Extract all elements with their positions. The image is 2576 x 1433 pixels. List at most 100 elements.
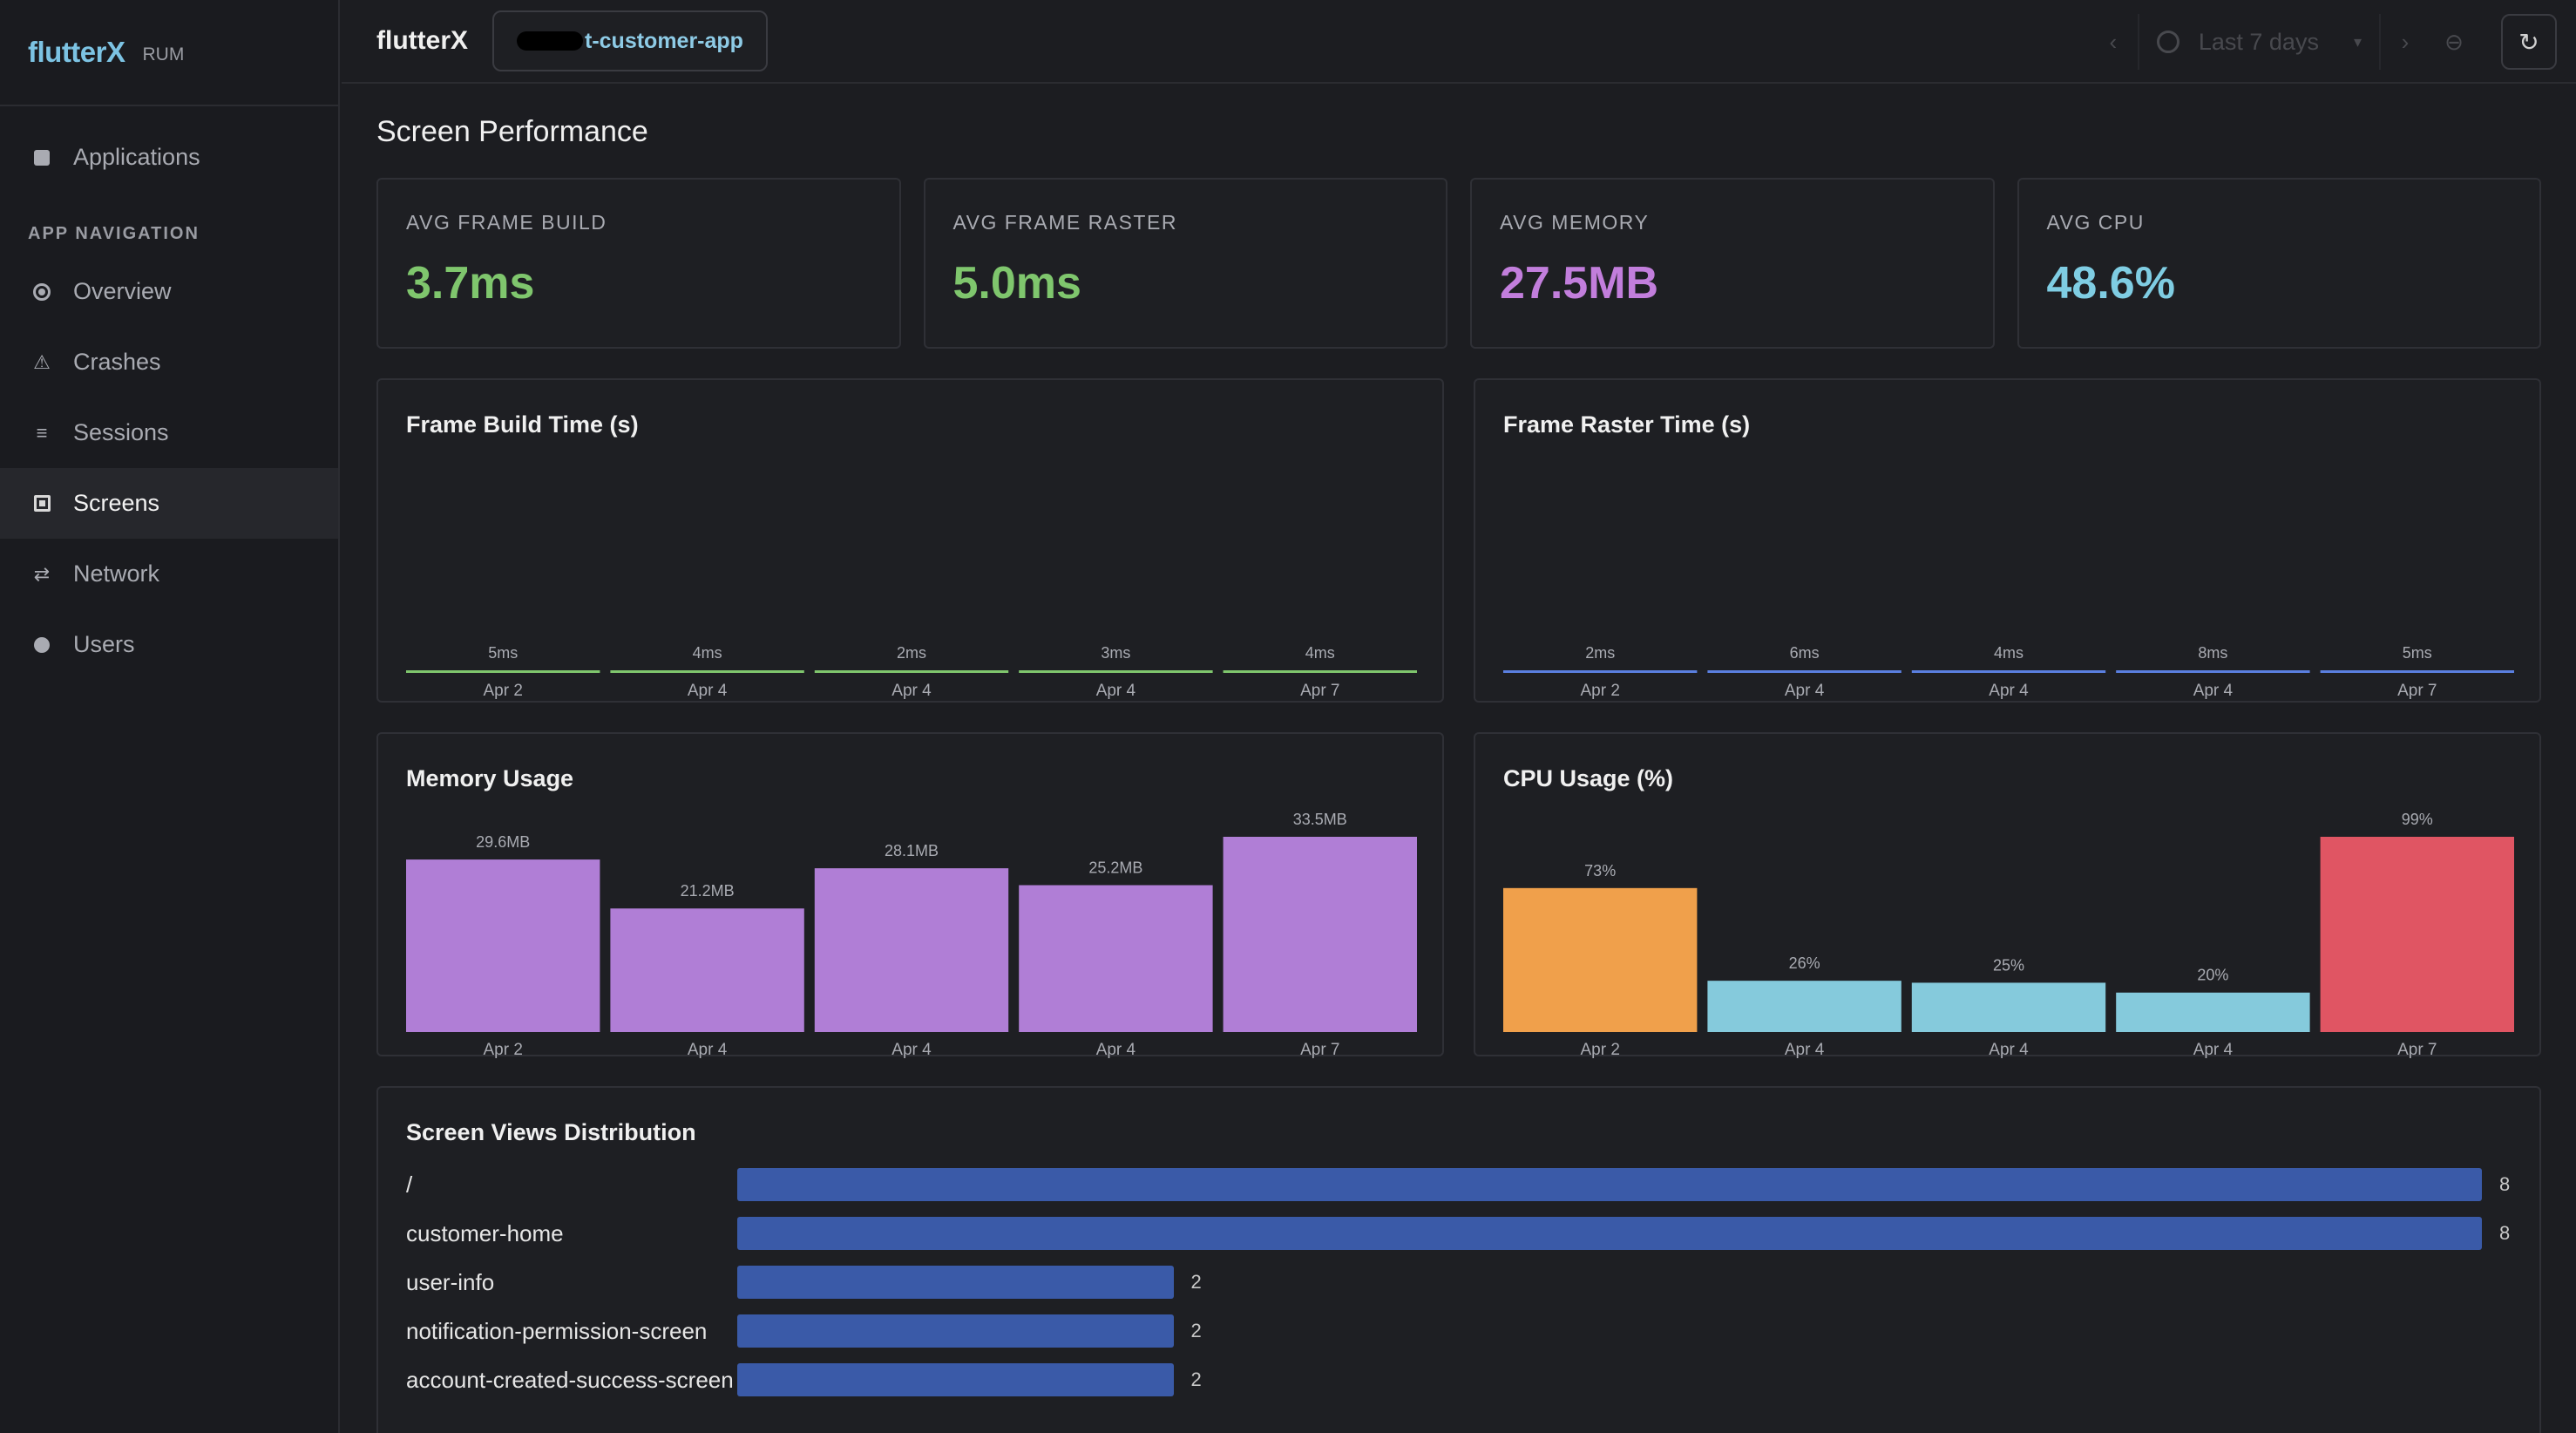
bar[interactable] — [1223, 837, 1417, 1032]
header-title: flutterX — [376, 26, 468, 55]
bar[interactable] — [406, 670, 600, 673]
bar-value-label: 99% — [2402, 811, 2433, 828]
screen-name: account-created-success-screen — [406, 1367, 734, 1393]
bar[interactable] — [2320, 670, 2514, 673]
chart-title: Frame Raster Time (s) — [1503, 411, 1751, 438]
sidebar-item-users[interactable]: Users — [0, 609, 338, 680]
chevron-left-icon[interactable]: ‹ — [2109, 28, 2118, 55]
memory-usage-chart-svg: 29.6MB Apr 2 21.2MB Apr 4 28.1MB Apr 4 25.2MB A… — [406, 811, 1417, 1058]
bar-value-label: 4ms — [693, 644, 722, 662]
x-tick-label: Apr 2 — [1580, 1041, 1619, 1058]
chevron-right-icon[interactable]: › — [2401, 28, 2410, 55]
distribution-row[interactable]: user-info 2 — [406, 1266, 2512, 1299]
bar[interactable] — [1503, 887, 1698, 1032]
kpi-value: 5.0ms — [952, 258, 1081, 309]
arrows-icon: ⇄ — [33, 562, 51, 585]
bar-value-label: 4ms — [1305, 644, 1335, 662]
bar-value-label: 28.1MB — [885, 842, 939, 859]
bar-value-label: 8ms — [2198, 644, 2227, 662]
bar-track: 2 — [737, 1363, 2482, 1396]
x-tick-label: Apr 7 — [1300, 1041, 1339, 1058]
distribution-row[interactable]: account-created-success-screen 2 — [406, 1363, 2512, 1396]
brand-logo[interactable]: flutterX — [28, 36, 125, 68]
screen-name: user-info — [406, 1269, 495, 1295]
bar[interactable] — [1503, 670, 1698, 673]
sidebar-item-applications[interactable]: Applications — [0, 122, 338, 193]
bar-track: 2 — [737, 1314, 2482, 1348]
bar-value-label: 20% — [2197, 967, 2228, 984]
sidebar: flutterX RUM Applications APP NAVIGATION… — [0, 0, 340, 1433]
screen-name: notification-permission-screen — [406, 1318, 708, 1344]
screen-name: customer-home — [406, 1220, 564, 1246]
chevron-down-icon: ▾ — [2353, 32, 2362, 51]
bar[interactable] — [1019, 670, 1213, 673]
bar-value-label: 25.2MB — [1088, 859, 1142, 876]
kpi-value: 27.5MB — [1500, 258, 1659, 309]
sidebar-item-crashes[interactable]: ⚠ Crashes — [0, 327, 338, 397]
bar-track: 8 — [737, 1168, 2510, 1201]
bar[interactable] — [737, 1168, 2482, 1201]
bar[interactable] — [2320, 837, 2514, 1032]
kpi-row: AVG FRAME BUILD 3.7ms AVG FRAME RASTER 5… — [376, 178, 2541, 349]
memory-usage-chart: Memory Usage 29.6MB Apr 2 21.2MB Apr 4 28.1M… — [376, 732, 1444, 1058]
sidebar-item-network[interactable]: ⇄ Network — [0, 539, 338, 609]
x-tick-label: Apr 4 — [1785, 682, 1825, 700]
distribution-row[interactable]: /8 — [406, 1168, 2512, 1201]
sidebar-item-label: Crashes — [73, 349, 161, 375]
bar-value-label: 26% — [1789, 954, 1820, 972]
bar[interactable] — [737, 1363, 1174, 1396]
x-tick-label: Apr 2 — [1580, 682, 1619, 700]
app-square-icon — [31, 147, 52, 168]
bar[interactable] — [737, 1266, 1174, 1299]
view-count: 2 — [1190, 1320, 1202, 1341]
sidebar-item-screens[interactable]: Screens — [0, 468, 338, 539]
brand: flutterX RUM — [0, 0, 338, 106]
main-content: Screen Performance AVG FRAME BUILD 3.7ms… — [342, 85, 2576, 1433]
refresh-wrap: ↻ — [2501, 14, 2557, 70]
kpi-label: AVG CPU — [2046, 211, 2145, 234]
frame-raster-chart-svg: 2ms Apr 2 6ms Apr 4 4ms Apr 4 8ms Apr 4 5ms Apr 7 — [1503, 644, 2514, 700]
x-tick-label: Apr 4 — [1989, 1041, 2029, 1058]
bar[interactable] — [610, 670, 804, 673]
bar[interactable] — [2116, 670, 2310, 673]
app-selector[interactable]: t-customer-app — [492, 10, 768, 71]
brand-badge: RUM — [142, 44, 185, 65]
bar[interactable] — [814, 868, 1009, 1032]
frame-build-chart-svg: 5ms Apr 2 4ms Apr 4 2ms Apr 4 3ms Apr 4 4ms Apr 7 — [406, 644, 1417, 700]
bar[interactable] — [2116, 992, 2310, 1032]
bar[interactable] — [737, 1217, 2482, 1250]
distribution-row[interactable]: customer-home 8 — [406, 1217, 2512, 1250]
sidebar-item-sessions[interactable]: ≡ Sessions — [0, 397, 338, 468]
kpi-card-cpu: AVG CPU 48.6% — [2017, 178, 2541, 349]
distribution-row[interactable]: notification-permission-screen 2 — [406, 1314, 2512, 1348]
sidebar-item-label: Network — [73, 560, 160, 587]
bar[interactable] — [1911, 670, 2106, 673]
x-tick-label: Apr 2 — [483, 682, 522, 700]
time-range-select[interactable]: Last 7 days ▾ — [2137, 14, 2381, 70]
x-tick-label: Apr 4 — [1785, 1041, 1825, 1058]
bar[interactable] — [737, 1314, 1174, 1348]
view-count: 8 — [2499, 1222, 2511, 1244]
bar[interactable] — [610, 908, 804, 1032]
zoom-out-icon[interactable]: ⊖ — [2444, 28, 2464, 55]
bar-value-label: 21.2MB — [681, 882, 735, 900]
x-tick-label: Apr 4 — [688, 1041, 728, 1058]
x-tick-label: Apr 4 — [1096, 1041, 1136, 1058]
user-icon — [31, 635, 52, 655]
refresh-button[interactable]: ↻ — [2501, 14, 2557, 70]
bar[interactable] — [1707, 981, 1901, 1032]
bar[interactable] — [1223, 670, 1417, 673]
sidebar-item-label: Screens — [73, 490, 160, 516]
screen-views-distribution: Screen Views Distribution /8 customer-hom… — [376, 1086, 2541, 1433]
bar-value-label: 73% — [1584, 862, 1616, 879]
bar-value-label: 4ms — [1994, 644, 2024, 662]
sidebar-item-overview[interactable]: Overview — [0, 256, 338, 327]
bar[interactable] — [1707, 670, 1901, 673]
bar-value-label: 6ms — [1790, 644, 1820, 662]
bar[interactable] — [814, 670, 1009, 673]
bar[interactable] — [406, 859, 600, 1032]
x-tick-label: Apr 4 — [2193, 682, 2234, 700]
bar[interactable] — [1911, 982, 2106, 1032]
bar[interactable] — [1019, 885, 1213, 1032]
screen-name: / — [406, 1172, 413, 1198]
